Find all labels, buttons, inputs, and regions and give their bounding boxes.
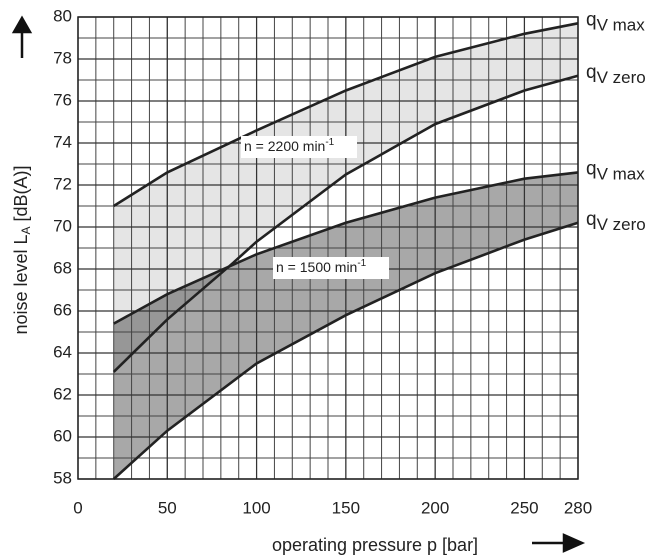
y-tick-label: 70 (53, 216, 72, 235)
series-label: qV zero (586, 62, 646, 87)
annotation-sup: -1 (325, 137, 334, 148)
y-label-main: noise level L (11, 234, 31, 334)
y-label-rest: [dB(A)] (11, 165, 31, 226)
y-tick-label: 80 (53, 6, 72, 25)
y-tick-label: 64 (53, 342, 72, 361)
series-label-sub: V zero (597, 215, 646, 234)
series-label-main: q (586, 209, 597, 230)
y-label-sub: A (19, 226, 33, 234)
series-label-sub: V max (597, 16, 646, 35)
y-tick-label: 68 (53, 258, 72, 277)
band (113, 23, 578, 372)
y-tick-label: 72 (53, 174, 72, 193)
y-tick-label: 58 (53, 468, 72, 487)
annotation: n = 1500 min-1 (276, 258, 367, 275)
annotation: n = 2200 min-1 (244, 137, 335, 154)
annotation-text: n = 1500 min (276, 259, 357, 275)
y-tick-label: 60 (53, 426, 72, 445)
x-tick-label: 200 (421, 498, 449, 517)
y-tick-label: 76 (53, 90, 72, 109)
annotation-sup: -1 (357, 258, 366, 269)
y-axis-label: noise level LA [dB(A)] (11, 165, 33, 334)
series-line (113, 22, 579, 208)
series-label-main: q (586, 158, 597, 179)
series-line (112, 221, 579, 480)
y-tick-label: 78 (53, 48, 72, 67)
series-label: qV max (586, 9, 645, 34)
y-tick-label: 74 (53, 132, 72, 151)
x-tick-label: 0 (73, 498, 82, 517)
x-tick-label: 250 (510, 498, 538, 517)
y-tick-label: 62 (53, 384, 72, 403)
series-label-main: q (586, 62, 597, 83)
x-tick-label: 280 (564, 498, 592, 517)
annotation-text: n = 2200 min (244, 138, 325, 154)
annotation-bg (241, 136, 357, 158)
series-label-sub: V zero (597, 68, 646, 87)
y-tick-label: 66 (53, 300, 72, 319)
series-line (113, 171, 579, 325)
series-label: qV zero (586, 209, 646, 234)
x-tick-label: 150 (332, 498, 360, 517)
x-arrow (532, 533, 586, 553)
series-line (112, 74, 579, 373)
x-tick-label: 50 (158, 498, 177, 517)
y-arrow (11, 15, 33, 58)
series-label: qV max (586, 158, 645, 183)
plot-frame (77, 16, 579, 480)
x-tick-label: 100 (242, 498, 270, 517)
annotation-bg (273, 257, 389, 279)
x-axis-label: operating pressure p [bar] (272, 535, 478, 555)
series-label-sub: V max (597, 165, 646, 184)
series-label-main: q (586, 9, 597, 30)
band (113, 172, 578, 479)
